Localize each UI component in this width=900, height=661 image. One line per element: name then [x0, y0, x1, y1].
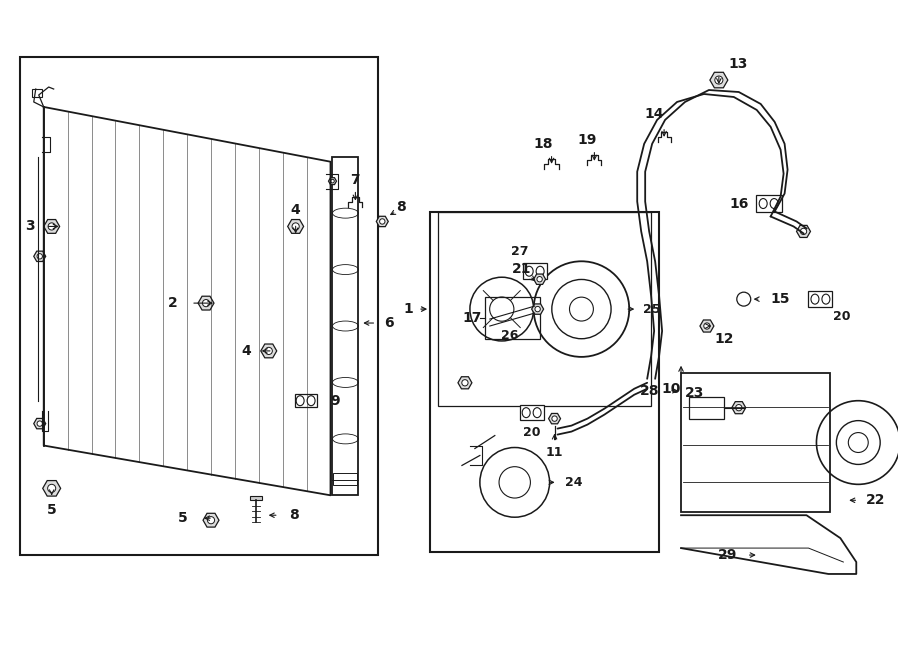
Bar [808, 291, 833, 307]
Text: 20: 20 [523, 426, 540, 439]
Circle shape [37, 421, 42, 426]
Bar [20, 57, 378, 555]
Bar [523, 263, 546, 279]
Polygon shape [198, 296, 214, 310]
Text: 9: 9 [330, 394, 340, 408]
Polygon shape [458, 377, 472, 389]
Polygon shape [532, 304, 544, 314]
Polygon shape [700, 320, 714, 332]
Text: 10: 10 [662, 382, 680, 396]
Polygon shape [42, 481, 60, 496]
Bar [294, 394, 317, 407]
Text: 15: 15 [770, 292, 790, 306]
Text: 4: 4 [241, 344, 251, 358]
Text: 1: 1 [403, 302, 413, 316]
Circle shape [735, 405, 742, 410]
Circle shape [462, 379, 468, 386]
Text: 28: 28 [640, 384, 659, 398]
Polygon shape [203, 514, 219, 527]
Text: 5: 5 [47, 503, 57, 518]
Circle shape [48, 485, 56, 492]
Text: 13: 13 [729, 57, 748, 71]
Polygon shape [710, 72, 728, 88]
Text: 21: 21 [512, 262, 531, 276]
Polygon shape [34, 251, 46, 262]
Circle shape [330, 179, 334, 183]
Text: 3: 3 [25, 219, 34, 233]
Text: 12: 12 [714, 332, 734, 346]
Circle shape [800, 228, 806, 235]
Polygon shape [549, 413, 561, 424]
Polygon shape [261, 344, 276, 358]
Circle shape [535, 307, 540, 312]
Polygon shape [34, 418, 46, 429]
Bar [334, 473, 357, 485]
Circle shape [48, 223, 55, 230]
Bar [681, 373, 831, 512]
Text: 14: 14 [644, 107, 664, 121]
Text: 26: 26 [501, 329, 518, 342]
Circle shape [704, 323, 710, 329]
Bar [332, 157, 358, 495]
Circle shape [202, 299, 210, 307]
Bar [32, 89, 41, 97]
Text: 27: 27 [511, 245, 528, 258]
Polygon shape [376, 216, 388, 227]
Text: 20: 20 [833, 309, 850, 323]
Circle shape [537, 276, 543, 282]
Bar [438, 212, 652, 406]
Text: 23: 23 [685, 386, 704, 400]
Polygon shape [796, 225, 811, 237]
Circle shape [552, 416, 557, 421]
Text: 4: 4 [291, 202, 301, 217]
Text: 17: 17 [463, 311, 482, 325]
Bar [485, 297, 540, 339]
Text: 2: 2 [168, 296, 178, 310]
Circle shape [715, 76, 723, 84]
Bar [689, 397, 724, 418]
Text: 22: 22 [866, 493, 886, 507]
Circle shape [207, 517, 214, 524]
Circle shape [292, 223, 299, 230]
Text: 5: 5 [178, 511, 188, 525]
Text: 18: 18 [534, 137, 554, 151]
Text: 25: 25 [644, 303, 661, 315]
Polygon shape [534, 274, 545, 284]
Bar [519, 405, 544, 420]
Text: 11: 11 [545, 446, 563, 459]
Circle shape [37, 254, 42, 259]
Text: 19: 19 [578, 133, 597, 147]
Polygon shape [732, 402, 746, 414]
Text: 8: 8 [396, 200, 406, 214]
Text: 7: 7 [351, 173, 360, 186]
Polygon shape [288, 219, 303, 233]
Circle shape [380, 219, 385, 224]
Bar [250, 496, 262, 500]
Circle shape [266, 347, 273, 354]
Bar [430, 212, 659, 552]
Polygon shape [44, 219, 59, 233]
Text: 6: 6 [384, 316, 394, 330]
Text: 16: 16 [729, 196, 749, 211]
Text: 29: 29 [717, 548, 737, 562]
Bar [756, 194, 781, 212]
Text: 8: 8 [289, 508, 299, 522]
Polygon shape [328, 178, 337, 184]
Text: 24: 24 [564, 476, 582, 489]
